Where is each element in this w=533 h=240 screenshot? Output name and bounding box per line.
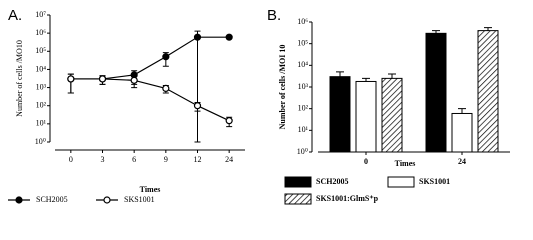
legend-marker [103, 196, 111, 204]
y-tick-label: 10⁴ [297, 60, 308, 69]
legend-swatch [284, 176, 312, 188]
data-point [98, 75, 107, 83]
error-bar [388, 73, 396, 79]
y-tick-label: 10⁶ [297, 17, 308, 26]
series-line [70, 78, 230, 122]
data-point [193, 102, 202, 110]
x-tick-label: 24 [225, 155, 233, 164]
y-tick-label: 10³ [36, 82, 47, 91]
y-tick-label: 10⁵ [297, 38, 308, 47]
x-tick-label: 9 [164, 155, 168, 164]
x-tick-label: 12 [194, 155, 202, 164]
bar [329, 76, 351, 153]
legend-label: SCH2005 [316, 177, 348, 186]
legend-label: SKS1001 [124, 195, 155, 204]
y-tick-label: 10⁵ [35, 46, 46, 55]
x-tick-label: 0 [364, 157, 368, 166]
panel-label: B. [267, 7, 281, 24]
x-axis-label: Times [395, 159, 416, 168]
legend-label: SKS1001:GlmS⁺p [316, 194, 379, 203]
y-tick-label: 10³ [298, 82, 309, 91]
legend-swatch [284, 193, 312, 205]
data-point [130, 76, 138, 84]
y-axis-label: Number of cells /MOI 10 [278, 45, 287, 130]
figure: A. Number of cells /MO10 10⁰ 10¹ 10² 10³ 10⁴ 10… [8, 7, 510, 205]
y-tick-label: 10¹ [298, 125, 309, 134]
y-tick-label: 10⁰ [297, 147, 308, 156]
y-tick-label: 10⁶ [35, 28, 46, 37]
error-bar [458, 108, 466, 114]
y-axis-label: Number of cells /MO10 [15, 40, 24, 117]
data-point [162, 53, 170, 61]
y-tick-label: 10¹ [36, 119, 47, 128]
series-line [70, 36, 230, 80]
y-tick-label: 10² [36, 101, 47, 110]
y-tick-label: 10⁴ [35, 64, 46, 73]
x-tick-label: 3 [101, 155, 105, 164]
legend-label: SCH2005 [36, 195, 68, 204]
data-point [225, 117, 233, 125]
panel-label: A. [8, 7, 22, 24]
bar [381, 77, 403, 153]
bar [477, 30, 499, 153]
bar [451, 112, 473, 153]
legend-label: SKS1001 [419, 177, 450, 186]
error-bar [336, 71, 344, 77]
error-bar [362, 77, 370, 82]
bar [355, 80, 377, 153]
error-bar [194, 30, 201, 143]
legend-swatch [387, 176, 415, 188]
data-point [193, 33, 202, 41]
x-tick-label: 6 [132, 155, 136, 164]
x-axis-label: Times [140, 185, 161, 194]
x-tick-label: 0 [69, 155, 73, 164]
legend-marker [15, 196, 23, 204]
y-tick-label: 10⁰ [35, 137, 46, 146]
bar [425, 32, 447, 153]
y-tick-label: 10⁷ [35, 10, 46, 19]
x-tick-label: 24 [458, 157, 466, 166]
y-tick-label: 10² [298, 103, 309, 112]
data-point [162, 84, 170, 93]
data-point [67, 75, 75, 83]
data-point [225, 33, 233, 41]
